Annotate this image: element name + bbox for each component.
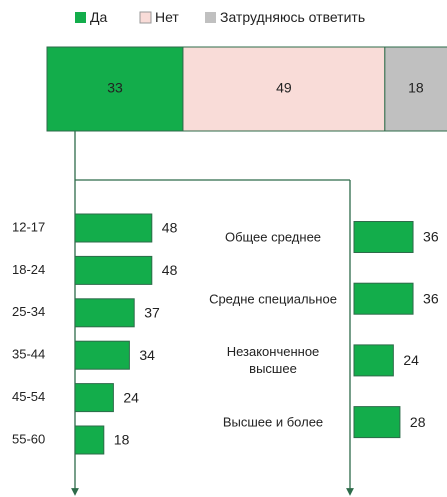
category-label: Высшее и более <box>222 414 324 430</box>
bar <box>353 221 414 253</box>
category-label: 55-60 <box>12 431 45 446</box>
legend-label: Нет <box>155 9 179 25</box>
bar <box>74 298 135 328</box>
data-label: 34 <box>139 347 155 363</box>
bar <box>74 255 153 285</box>
legend-label: Да <box>90 9 107 25</box>
data-label: 36 <box>423 290 439 306</box>
data-label: 18 <box>114 432 130 448</box>
data-label: 24 <box>403 352 419 368</box>
data-label: 49 <box>276 80 292 96</box>
bar <box>353 344 394 377</box>
legend-swatch <box>139 11 152 24</box>
legend-label: Затрудняюсь ответить <box>220 9 365 25</box>
data-label: 48 <box>162 262 178 278</box>
category-label: 45-54 <box>12 389 45 404</box>
bar <box>74 340 130 370</box>
data-label: 24 <box>123 389 139 405</box>
category-label: Общее среднее <box>224 229 322 245</box>
bar <box>74 213 153 243</box>
data-label: 33 <box>107 80 123 96</box>
category-label: 35-44 <box>12 347 45 362</box>
bar <box>353 282 414 315</box>
category-label: Незаконченное высшее <box>226 344 320 377</box>
bar <box>74 383 114 413</box>
data-label: 37 <box>144 305 160 321</box>
data-label: 36 <box>423 229 439 245</box>
data-label: 18 <box>408 80 424 96</box>
category-label: Средне специальное <box>209 291 337 307</box>
data-label: 28 <box>410 414 426 430</box>
category-label: 18-24 <box>12 262 45 277</box>
bar-segment <box>182 46 386 132</box>
category-label: 25-34 <box>12 304 45 319</box>
bar-segment <box>384 46 447 132</box>
bar <box>74 425 105 455</box>
category-label: 12-17 <box>12 219 45 234</box>
bar <box>353 406 401 439</box>
legend-swatch <box>205 12 216 23</box>
data-label: 48 <box>162 220 178 236</box>
legend-swatch <box>75 12 86 23</box>
